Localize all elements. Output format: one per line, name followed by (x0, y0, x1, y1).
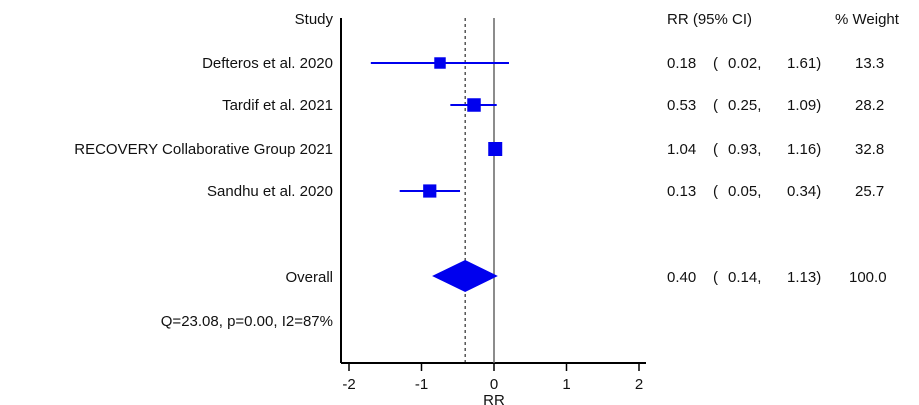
study-weight: 13.3 (855, 55, 884, 72)
study-rr: 1.04 (667, 141, 696, 158)
study-label: Tardif et al. 2021 (222, 97, 333, 114)
study-ci-lower: 0.93, (728, 141, 761, 158)
study-ci-upper: 1.61) (787, 55, 821, 72)
x-axis-label: RR (483, 392, 505, 405)
open-paren: ( (713, 97, 718, 114)
overall-open-paren: ( (713, 269, 718, 286)
overall-rr: 0.40 (667, 269, 696, 286)
study-row: Tardif et al. 2021 0.53 (0.25, 1.09) 28.2 (222, 97, 884, 114)
point-estimate-square (488, 142, 503, 156)
x-tick-label: 0 (490, 376, 498, 393)
study-ci-lower: 0.25, (728, 97, 761, 114)
rr-ci-column-header: RR (95% CI) (667, 11, 752, 28)
overall-ci-lower: 0.14, (728, 269, 761, 286)
point-estimate-square (467, 98, 481, 112)
study-label: Sandhu et al. 2020 (207, 183, 333, 200)
heterogeneity-stats: Q=23.08, p=0.00, I2=87% (161, 313, 333, 330)
study-rr: 0.13 (667, 183, 696, 200)
study-weight: 32.8 (855, 141, 884, 158)
open-paren: ( (713, 183, 718, 200)
point-estimate-square (434, 57, 446, 69)
study-weight: 25.7 (855, 183, 884, 200)
open-paren: ( (713, 141, 718, 158)
x-tick-label: 2 (635, 376, 643, 393)
overall-diamond (432, 260, 498, 292)
study-ci-lower: 0.05, (728, 183, 761, 200)
study-ci-upper: 1.16) (787, 141, 821, 158)
study-ci-upper: 0.34) (787, 183, 821, 200)
open-paren: ( (713, 55, 718, 72)
x-axis-ticks: -2 -1 0 1 2 (342, 363, 643, 393)
weight-column-header: % Weight (835, 11, 900, 28)
study-label: Defteros et al. 2020 (202, 55, 333, 72)
study-label: RECOVERY Collaborative Group 2021 (74, 141, 333, 158)
study-ci-upper: 1.09) (787, 97, 821, 114)
study-rr: 0.18 (667, 55, 696, 72)
study-ci-lower: 0.02, (728, 55, 761, 72)
study-column-header: Study (295, 11, 334, 28)
x-tick-label: -2 (342, 376, 355, 393)
point-estimate-square (423, 184, 437, 198)
study-weight: 28.2 (855, 97, 884, 114)
overall-weight: 100.0 (849, 269, 887, 286)
study-row: Defteros et al. 2020 0.18 (0.02, 1.61) 13.3 (202, 55, 884, 72)
overall-label: Overall (285, 269, 333, 286)
study-rr: 0.53 (667, 97, 696, 114)
x-tick-label: 1 (562, 376, 570, 393)
study-row: RECOVERY Collaborative Group 2021 1.04 (0.… (74, 141, 884, 158)
study-row: Sandhu et al. 2020 0.13 (0.05, 0.34) 25.7 (207, 183, 884, 200)
study-rows: Defteros et al. 2020 0.18 (0.02, 1.61) 13.3 T… (74, 55, 884, 200)
x-tick-label: -1 (415, 376, 428, 393)
overall-ci-upper: 1.13) (787, 269, 821, 286)
